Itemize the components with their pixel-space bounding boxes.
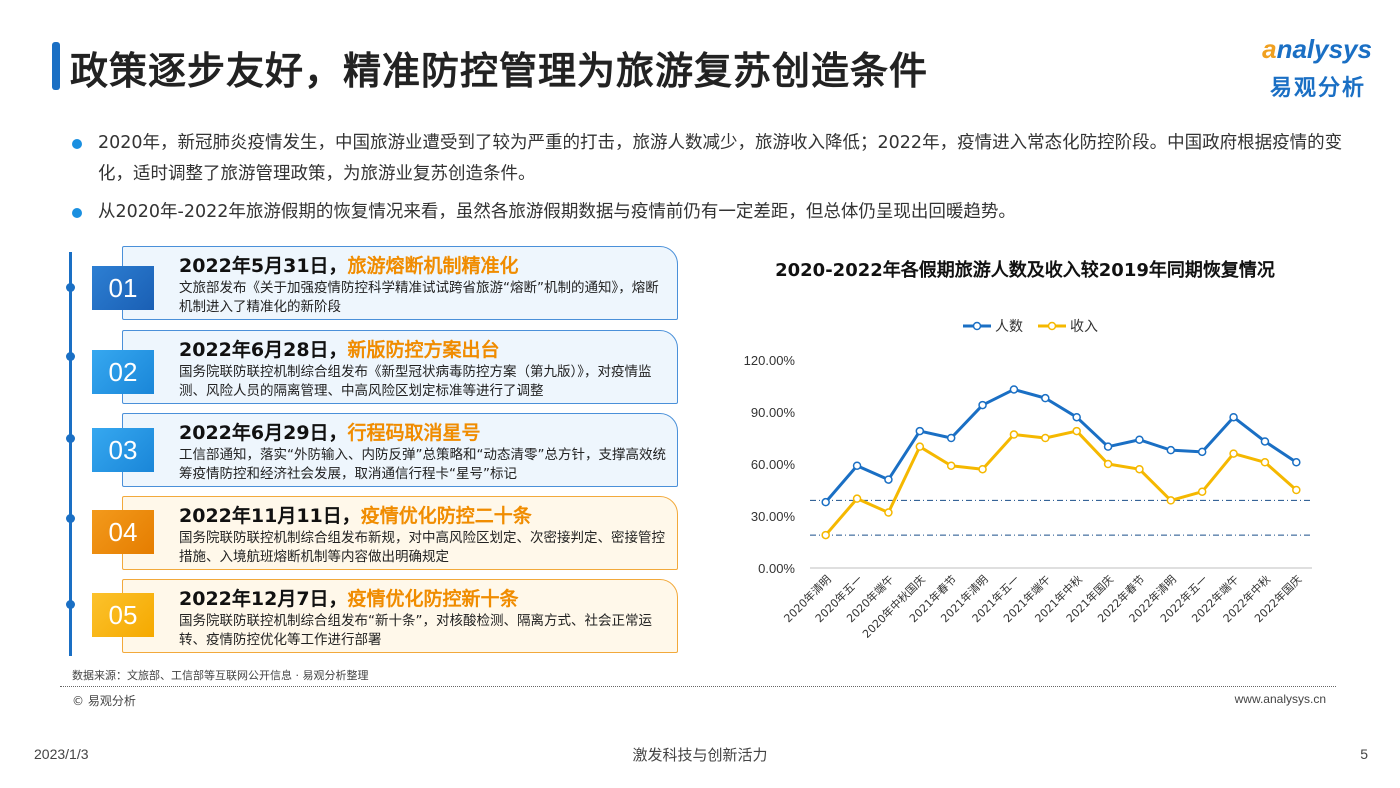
recovery-line-chart: 0.00%30.00%60.00%90.00%120.00%2020年清明202…	[744, 319, 1312, 641]
bullet-dot-icon	[72, 208, 82, 218]
footer-divider	[60, 686, 1336, 687]
data-point	[1260, 437, 1270, 446]
timeline-dot-icon	[66, 283, 75, 292]
timeline-badge-1: 01	[92, 266, 154, 310]
data-point	[1229, 412, 1238, 422]
data-point	[1072, 426, 1081, 436]
data-point	[1009, 385, 1019, 394]
legend-label: 收入	[1070, 319, 1098, 335]
timeline-dot-icon	[66, 352, 75, 361]
timeline-badge-3: 03	[92, 428, 154, 472]
timeline-badge-2: 02	[92, 350, 154, 394]
data-point	[821, 497, 830, 507]
data-point	[852, 461, 862, 470]
timeline-card-3: 2022年6月29日，行程码取消星号 工信部通知，落实“外防输入、内防反弹”总策…	[122, 413, 678, 487]
data-point	[1292, 458, 1301, 467]
title-accent-bar	[52, 42, 60, 90]
data-point	[1103, 442, 1113, 451]
series-line-visitors	[824, 387, 1298, 504]
data-point	[915, 442, 925, 451]
data-source: 数据来源：文旅部、工信部等互联网公开信息 · 易观分析整理	[72, 669, 369, 682]
bullet-list: 2020年，新冠肺炎疫情发生，中国旅游业遭受到了较为严重的打击，旅游人数减少，旅…	[72, 128, 1362, 235]
data-point	[946, 433, 956, 443]
y-tick-label: 60.00%	[751, 457, 796, 472]
y-tick-label: 120.00%	[744, 353, 796, 368]
data-point	[915, 426, 925, 436]
data-point	[1260, 458, 1270, 467]
timeline-badge-5: 05	[92, 593, 154, 637]
data-point	[978, 464, 987, 474]
data-point	[1103, 459, 1113, 469]
series-line-revenue	[824, 429, 1298, 537]
timeline-line	[69, 252, 72, 656]
chart-title: 2020-2022年各假期旅游人数及收入较2019年同期恢复情况	[775, 260, 1275, 281]
analysys-logo: analysys 易观分析	[1222, 34, 1372, 104]
timeline-badge-4: 04	[92, 510, 154, 554]
footer-date: 2023/1/3	[34, 746, 89, 762]
data-point	[1229, 449, 1238, 458]
bullet-dot-icon	[72, 139, 82, 149]
page-number: 5	[1360, 746, 1368, 762]
timeline-dot-icon	[66, 434, 75, 443]
y-tick-label: 0.00%	[758, 561, 795, 576]
logo-cn-text: 易观分析	[1269, 76, 1366, 101]
y-tick-label: 30.00%	[751, 509, 796, 524]
website-link[interactable]: www.analysys.cn	[1234, 692, 1326, 706]
timeline-card-5: 2022年12月7日，疫情优化防控新十条 国务院联防联控机制综合组发布“新十条”…	[122, 579, 678, 653]
y-tick-label: 90.00%	[751, 405, 796, 420]
copyright: © 易观分析	[72, 694, 136, 708]
bullet-item: 从2020年-2022年旅游假期的恢复情况来看，虽然各旅游假期数据与疫情前仍有一…	[72, 197, 1362, 228]
legend-marker-icon	[1047, 321, 1057, 331]
legend-marker-icon	[972, 321, 982, 331]
data-point	[1166, 445, 1176, 455]
bullet-item: 2020年，新冠肺炎疫情发生，中国旅游业遭受到了较为严重的打击，旅游人数减少，旅…	[72, 128, 1362, 190]
data-point	[884, 508, 893, 517]
data-point	[1292, 485, 1301, 495]
data-point	[1041, 433, 1050, 443]
timeline-card-1: 2022年5月31日，旅游熔断机制精准化 文旅部发布《关于加强疫情防控科学精准试…	[122, 246, 678, 320]
data-point	[821, 530, 830, 540]
logo-en-text: analysys	[1262, 34, 1372, 64]
data-point	[1135, 435, 1144, 444]
data-point	[1197, 447, 1207, 457]
data-point	[884, 475, 893, 484]
data-point	[1009, 430, 1019, 439]
data-point	[1041, 393, 1050, 403]
data-point	[1072, 412, 1081, 422]
data-point	[852, 494, 862, 503]
page-title: 政策逐步友好，精准防控管理为旅游复苏创造条件	[70, 49, 929, 93]
data-point	[1197, 487, 1207, 496]
timeline-dot-icon	[66, 600, 75, 609]
timeline-card-4: 2022年11月11日，疫情优化防控二十条 国务院联防联控机制综合组发布新规，对…	[122, 496, 678, 570]
legend-label: 人数	[995, 319, 1023, 335]
timeline-card-2: 2022年6月28日，新版防控方案出台 国务院联防联控机制综合组发布《新型冠状病…	[122, 330, 678, 404]
data-point	[1135, 464, 1144, 474]
data-point	[946, 461, 956, 470]
footer-slogan: 激发科技与创新活力	[632, 746, 768, 764]
timeline-dot-icon	[66, 514, 75, 523]
data-point	[1166, 496, 1176, 505]
data-point	[978, 400, 987, 410]
